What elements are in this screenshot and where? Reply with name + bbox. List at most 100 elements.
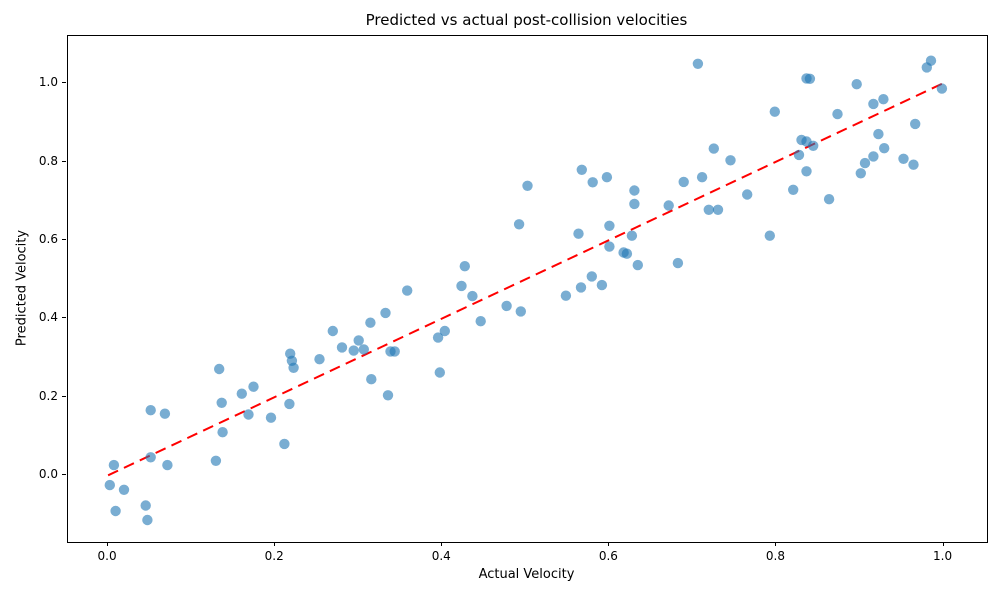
x-tick-label: 0.2	[264, 549, 284, 563]
x-tick-label: 1.0	[933, 549, 953, 563]
y-tick-label: 0.2	[38, 388, 58, 403]
data-point	[336, 342, 348, 353]
data-point	[629, 185, 640, 196]
data-point	[672, 257, 684, 269]
data-point	[366, 374, 377, 385]
data-point	[632, 259, 643, 271]
y-tick-mark	[62, 160, 66, 162]
data-point	[243, 409, 254, 420]
x-tick-mark	[274, 542, 276, 546]
data-point	[515, 306, 526, 317]
data-point	[586, 271, 597, 282]
data-point	[696, 172, 708, 183]
data-point	[801, 166, 812, 177]
y-tick-mark	[62, 82, 66, 84]
data-point	[823, 194, 835, 205]
data-point	[214, 363, 225, 375]
data-point	[601, 172, 613, 183]
data-point	[248, 381, 259, 392]
data-point	[629, 198, 640, 210]
data-point	[358, 344, 369, 355]
x-tick-label: 0.0	[97, 549, 117, 563]
data-point	[910, 118, 921, 130]
data-point	[868, 98, 879, 110]
data-point	[210, 455, 222, 466]
data-point	[573, 228, 584, 239]
data-point	[851, 79, 862, 90]
data-point	[788, 184, 799, 195]
x-tick-label: 0.4	[431, 549, 451, 563]
x-tick-mark	[107, 542, 109, 546]
data-point	[288, 362, 299, 373]
data-point	[708, 143, 719, 154]
identity-line	[107, 82, 944, 477]
y-tick-label: 0.6	[38, 231, 58, 246]
data-point	[575, 282, 587, 293]
data-point	[703, 204, 714, 215]
data-point	[467, 290, 478, 302]
y-axis-label: Predicted Velocity	[14, 229, 30, 347]
data-point	[314, 354, 325, 365]
data-point	[380, 307, 391, 319]
data-point	[236, 388, 247, 399]
data-point	[327, 325, 338, 337]
data-point	[587, 177, 598, 188]
y-tick-mark	[62, 395, 66, 397]
data-point	[678, 176, 689, 188]
data-point	[162, 459, 173, 471]
data-point	[522, 180, 533, 191]
y-tick-label: 1.0	[38, 75, 58, 90]
data-point	[108, 459, 120, 471]
data-point	[110, 505, 121, 517]
data-point	[560, 290, 572, 301]
y-tick-label: 0.8	[38, 153, 58, 168]
plot-canvas	[104, 55, 948, 526]
data-point	[832, 108, 843, 120]
data-point	[142, 514, 153, 526]
data-point	[692, 58, 704, 69]
data-point	[898, 153, 909, 164]
data-point	[216, 397, 227, 408]
data-point	[353, 335, 364, 346]
data-point	[925, 55, 937, 66]
y-tick-mark	[62, 474, 66, 476]
data-point	[459, 261, 470, 272]
x-tick-mark	[608, 542, 610, 546]
data-point	[382, 390, 394, 401]
x-tick-label: 0.8	[765, 549, 785, 563]
data-point	[596, 279, 608, 291]
data-point	[456, 280, 467, 292]
data-point	[855, 168, 866, 179]
data-point	[621, 248, 633, 259]
data-point	[217, 427, 228, 438]
data-point	[118, 484, 130, 495]
data-point	[365, 317, 376, 328]
data-point	[808, 140, 819, 151]
y-tick-label: 0.0	[38, 467, 58, 482]
data-point	[626, 230, 638, 241]
data-point	[432, 332, 444, 343]
y-tick-mark	[62, 317, 66, 319]
data-point	[604, 241, 615, 252]
data-point	[389, 346, 400, 357]
data-point	[475, 316, 486, 327]
x-tick-mark	[441, 542, 443, 546]
x-tick-mark	[775, 542, 777, 546]
data-point	[878, 94, 889, 105]
data-point	[140, 500, 151, 511]
x-axis-label: Actual Velocity	[478, 567, 575, 582]
data-point	[804, 73, 816, 84]
chart-title: Predicted vs actual post-collision veloc…	[365, 11, 688, 29]
data-point	[439, 325, 450, 337]
data-point	[284, 398, 295, 410]
data-point	[265, 412, 277, 423]
data-point	[793, 149, 805, 161]
data-point	[879, 143, 890, 154]
data-point	[159, 408, 171, 419]
data-point	[769, 106, 780, 117]
data-point	[712, 204, 724, 215]
data-point	[868, 151, 879, 162]
data-point	[663, 200, 674, 211]
data-point	[859, 157, 871, 169]
x-tick-mark	[942, 542, 944, 546]
